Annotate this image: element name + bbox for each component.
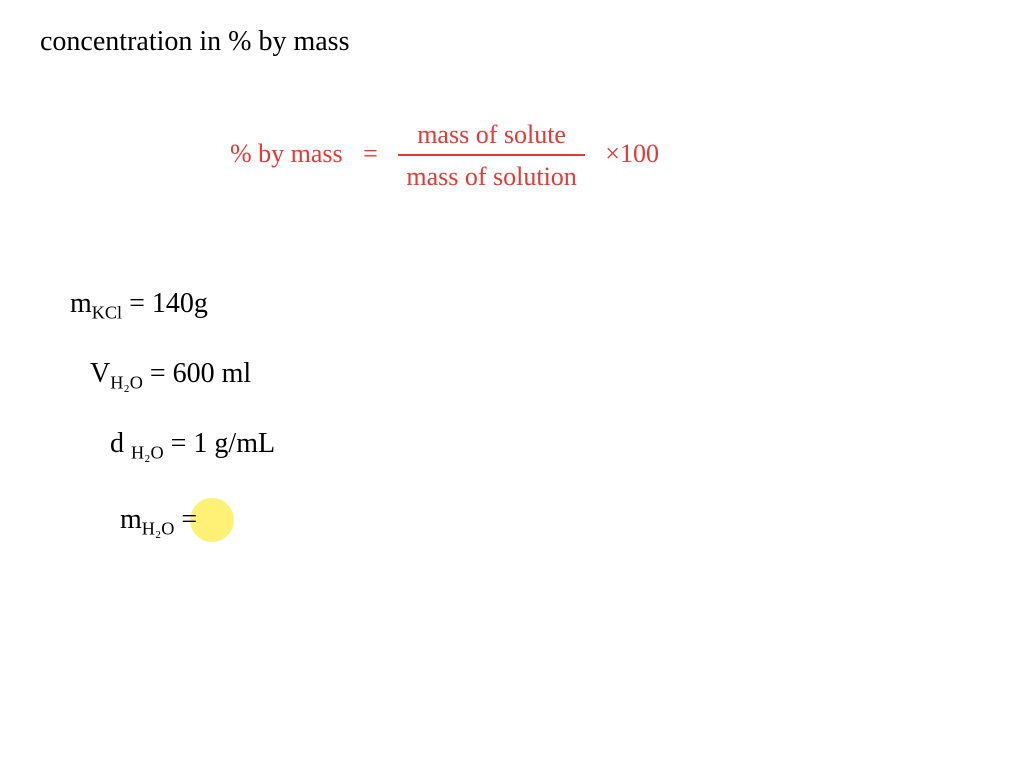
formula-equals: = xyxy=(363,139,378,168)
given-line-3: d H₂O = 1 g/mL xyxy=(110,428,275,464)
formula-denominator: mass of solution xyxy=(398,158,584,192)
given-text-1: mKCl = mKCl = 140g140g xyxy=(70,288,208,319)
given-text-4: mH₂O = xyxy=(120,504,197,535)
given-line-2: VH₂O = 600 ml xyxy=(90,358,251,394)
formula-block: % by mass = mass of solute mass of solut… xyxy=(230,120,659,192)
formula-fraction-line xyxy=(398,154,584,156)
formula-fraction: mass of solute mass of solution xyxy=(398,120,584,192)
given-text-3: d H₂O = 1 g/mL xyxy=(110,428,275,459)
page-title: concentration in % by mass xyxy=(40,26,349,58)
formula-times100: ×100 xyxy=(605,139,659,168)
formula-lhs: % by mass xyxy=(230,139,343,168)
given-line-4: mH₂O = xyxy=(120,504,197,540)
given-text-2: VH₂O = 600 ml xyxy=(90,358,251,389)
formula-numerator: mass of solute xyxy=(398,120,584,152)
given-line-1: mKCl = mKCl = 140g140g xyxy=(70,288,208,324)
